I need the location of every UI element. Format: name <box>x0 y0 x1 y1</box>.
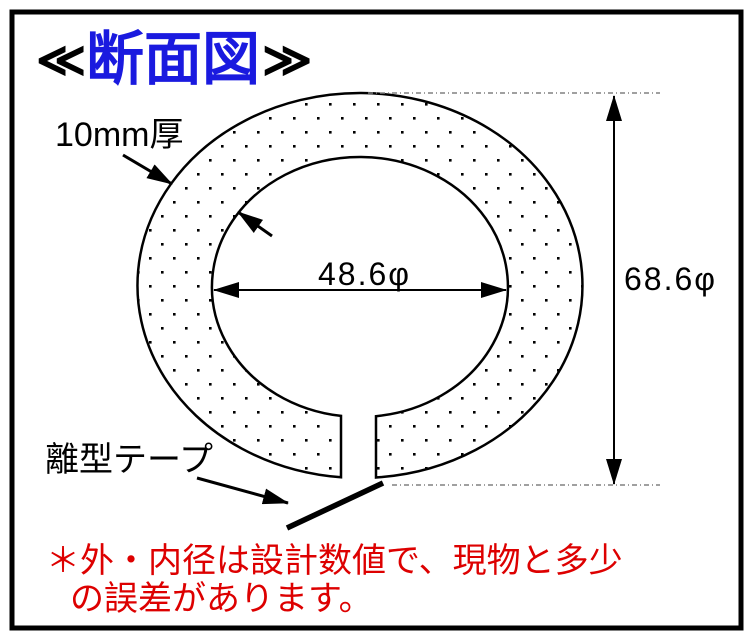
release-tape-leader-arrow <box>196 476 289 505</box>
release-tape-line <box>285 480 385 531</box>
frame-border <box>9 9 744 631</box>
foam-ring-cross-section <box>136 91 584 479</box>
footnote-line1: ＊外・内径は設計数値で、現物と多少 <box>46 542 623 580</box>
thickness-label: 10mm厚 <box>55 116 183 154</box>
title-open-bracket: ≪ <box>36 34 86 87</box>
page-title: 断面図 <box>86 27 260 92</box>
thickness-leader-arrow <box>122 153 173 186</box>
release-tape-label: 離型テープ <box>45 441 213 479</box>
footnote-line2: の誤差があります。 <box>70 580 373 618</box>
outer-diameter-value: 68.6φ <box>624 261 717 297</box>
thickness-inner-arrow <box>237 210 273 238</box>
inner-diameter-value: 48.6φ <box>318 256 411 292</box>
title-close-bracket: ≫ <box>262 34 312 87</box>
